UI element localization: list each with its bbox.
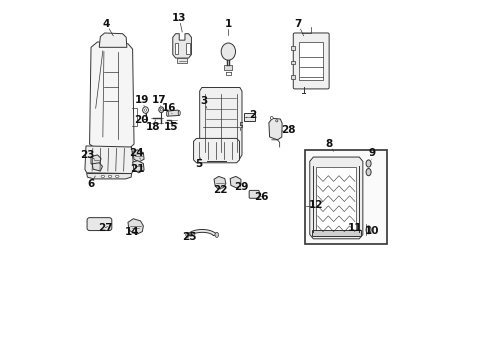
Text: 6: 6 [87,179,95,189]
Polygon shape [172,34,191,58]
Polygon shape [86,174,131,179]
Text: 13: 13 [172,13,186,23]
Polygon shape [99,33,126,47]
Ellipse shape [185,232,189,237]
Text: 9: 9 [367,148,375,158]
Text: 4: 4 [102,19,110,29]
Text: 12: 12 [308,200,323,210]
Polygon shape [128,219,143,234]
Ellipse shape [275,120,277,122]
Text: 19: 19 [134,95,148,105]
Text: 2: 2 [248,111,256,121]
Bar [290,60,294,64]
Polygon shape [193,138,239,163]
Text: 23: 23 [81,150,95,160]
FancyBboxPatch shape [293,33,328,89]
Bar [311,230,360,236]
Polygon shape [91,155,101,165]
Text: 1: 1 [224,19,231,29]
Polygon shape [89,42,134,148]
FancyBboxPatch shape [249,190,259,198]
Polygon shape [187,229,216,235]
Polygon shape [230,176,241,188]
Ellipse shape [166,111,168,116]
Bar [304,150,386,244]
Polygon shape [167,110,179,116]
Polygon shape [92,163,102,171]
Text: 11: 11 [347,223,362,233]
Text: 8: 8 [325,139,332,149]
Polygon shape [85,146,134,174]
Ellipse shape [366,168,370,176]
FancyBboxPatch shape [87,218,112,230]
Text: 28: 28 [281,125,295,135]
Text: 17: 17 [152,95,166,105]
Text: 27: 27 [98,223,112,233]
Ellipse shape [366,160,370,167]
Text: 20: 20 [134,116,148,126]
Ellipse shape [215,232,218,237]
Text: 25: 25 [182,232,196,242]
Text: 29: 29 [233,182,247,192]
Bar [298,41,323,80]
Bar [290,46,294,50]
Bar [177,58,187,63]
Text: 10: 10 [365,226,379,236]
Polygon shape [132,150,144,162]
Bar [316,167,356,231]
Polygon shape [309,157,362,239]
Text: 22: 22 [212,185,227,195]
Text: 15: 15 [164,122,178,132]
Ellipse shape [115,175,119,177]
Text: 14: 14 [125,227,139,237]
Text: 5: 5 [195,159,202,169]
Bar [185,43,189,54]
Polygon shape [224,65,232,70]
Bar [290,75,294,78]
Polygon shape [214,176,225,189]
Ellipse shape [108,175,112,177]
Ellipse shape [101,175,104,177]
Text: 24: 24 [129,148,144,158]
Ellipse shape [160,108,162,111]
Bar [174,43,178,54]
Ellipse shape [178,111,180,116]
Polygon shape [132,161,144,173]
Text: 16: 16 [162,103,176,113]
Ellipse shape [144,109,146,111]
Text: 21: 21 [129,164,144,174]
Ellipse shape [366,226,370,234]
Ellipse shape [270,117,273,120]
Text: 7: 7 [294,19,302,29]
Text: 26: 26 [254,192,268,202]
Text: 3: 3 [200,96,207,106]
Ellipse shape [221,43,235,60]
Bar [244,113,254,121]
Polygon shape [268,118,282,140]
Polygon shape [199,87,242,158]
Text: 18: 18 [145,122,160,132]
Ellipse shape [159,107,163,113]
